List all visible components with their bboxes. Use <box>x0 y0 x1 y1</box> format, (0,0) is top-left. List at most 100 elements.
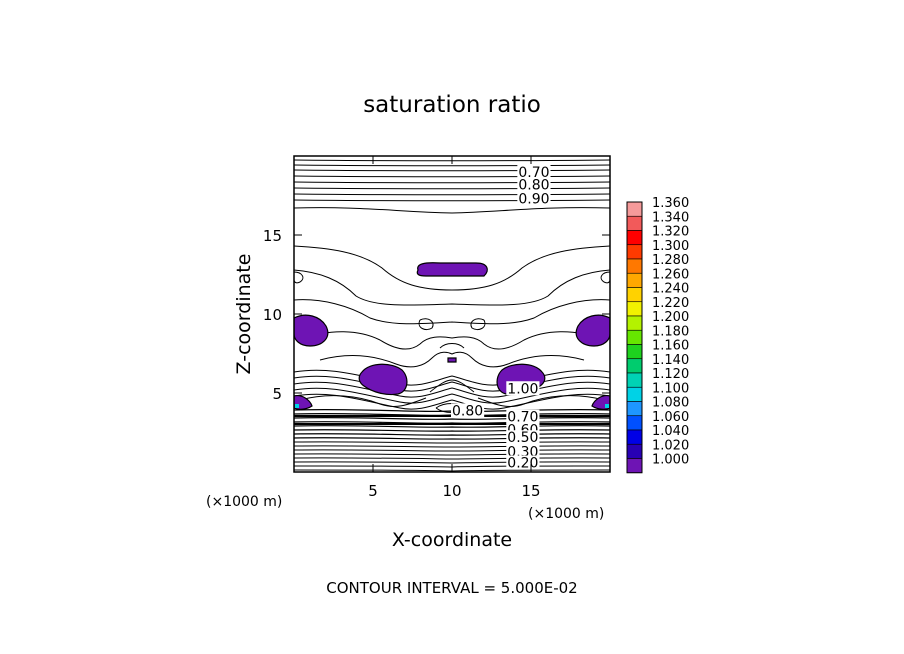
contour-label-bg <box>517 191 551 206</box>
contour-line <box>477 395 605 407</box>
colorbar: 1.3601.3401.3201.3001.2801.2601.2401.220… <box>626 196 689 474</box>
contour-label-bg <box>506 430 540 445</box>
colorbar-frame <box>626 201 643 474</box>
colorbar-swatch <box>626 301 643 317</box>
colorbar-swatch <box>626 358 643 374</box>
contour-line <box>418 318 434 331</box>
colorbar-label: 1.000 <box>652 453 689 468</box>
contour-lines <box>294 159 610 472</box>
contour-line <box>294 433 610 436</box>
contour-line <box>294 164 610 167</box>
filled-region <box>294 314 329 347</box>
contour-line <box>294 393 610 410</box>
y-tick-label: 15 <box>263 227 282 245</box>
colorbar-swatch <box>626 415 643 431</box>
chart-title: saturation ratio <box>363 92 541 118</box>
colorbar-label: 1.280 <box>652 253 689 268</box>
colorbar-label: 1.240 <box>652 282 689 297</box>
y-tick-label: 5 <box>272 385 282 403</box>
contour-label-bg <box>506 444 540 459</box>
filled-region <box>575 314 610 347</box>
colorbar-label: 1.160 <box>652 339 689 354</box>
colorbar-label: 1.180 <box>652 324 689 339</box>
colorbar-label: 1.100 <box>652 381 689 396</box>
contour-line <box>294 369 610 386</box>
contour-line <box>294 416 610 420</box>
y-axis-ticks: 5 10 15 <box>263 227 610 403</box>
colorbar-label: 1.020 <box>652 438 689 453</box>
colorbar-label: 1.140 <box>652 353 689 368</box>
contour-label-bg <box>517 177 551 192</box>
contour-line <box>294 269 610 306</box>
colorbar-label: 1.360 <box>652 196 689 211</box>
contour-label-bg <box>506 381 540 396</box>
colorbar-swatch <box>626 429 643 445</box>
colorbar-swatch <box>626 315 643 331</box>
contour-label: 0.20 <box>507 456 538 472</box>
x-tick-label: 5 <box>368 482 378 500</box>
y-axis-label: Z-coordinate <box>233 254 255 375</box>
contour-label: 0.90 <box>518 192 549 208</box>
contour-label-bg <box>506 409 540 424</box>
contour-label: 0.80 <box>452 403 483 419</box>
contour-line <box>294 187 610 190</box>
contour-line <box>429 379 475 393</box>
contour-line <box>294 381 610 398</box>
contour-line <box>299 395 427 407</box>
filled-region <box>358 363 408 396</box>
x-axis-unit-left: (×1000 m) <box>206 494 282 510</box>
colorbar-label: 1.060 <box>652 410 689 425</box>
colorbar-label: 1.080 <box>652 396 689 411</box>
x-axis-ticks: 5 10 15 <box>368 156 541 500</box>
contour-label: 0.50 <box>507 430 538 446</box>
contour-label: 0.70 <box>507 410 538 426</box>
contour-interval-footer: CONTOUR INTERVAL = 5.000E-02 <box>326 579 577 597</box>
x-axis-label: X-coordinate <box>392 529 512 551</box>
contour-line <box>294 207 610 214</box>
contour-line <box>294 445 610 448</box>
colorbar-swatch <box>626 272 643 288</box>
colorbar-label: 1.120 <box>652 367 689 382</box>
colorbar-swatch <box>626 258 643 274</box>
contour-label: 1.00 <box>507 381 538 397</box>
contour-line <box>319 351 585 368</box>
colorbar-swatch <box>626 401 643 417</box>
contour-line <box>294 429 610 432</box>
colorbar-swatch <box>626 215 643 231</box>
contour-line <box>294 199 610 202</box>
contour-line <box>470 318 486 331</box>
contour-label-bg <box>517 164 551 179</box>
contour-line <box>294 181 610 184</box>
contour-line <box>294 193 610 196</box>
contour-labels: 0.700.800.901.000.800.700.600.500.300.20 <box>451 164 551 472</box>
contour-line <box>299 331 605 350</box>
x-tick-label: 15 <box>521 482 540 500</box>
contour-line <box>294 437 610 440</box>
contour-line <box>294 457 610 460</box>
colorbar-label: 1.040 <box>652 424 689 439</box>
colorbar-label: 1.340 <box>652 210 689 225</box>
contour-line <box>294 299 610 325</box>
contour-line <box>294 169 610 172</box>
filled-region-speck <box>295 404 299 408</box>
contour-line <box>439 343 465 349</box>
contour-line <box>294 245 610 291</box>
colorbar-swatch <box>626 372 643 388</box>
y-tick-label: 10 <box>263 306 282 324</box>
contour-line <box>294 159 610 162</box>
colorbar-label: 1.300 <box>652 239 689 254</box>
filled-region <box>447 357 457 363</box>
contour-line <box>294 453 610 456</box>
filled-region <box>416 262 488 277</box>
colorbar-swatch <box>626 201 643 217</box>
colorbar-swatch <box>626 458 643 474</box>
colorbar-swatch <box>626 244 643 260</box>
contour-line <box>294 425 610 428</box>
colorbar-label: 1.220 <box>652 296 689 311</box>
colorbar-swatch <box>626 344 643 360</box>
contour-line <box>294 441 610 444</box>
filled-region-speck <box>605 404 609 408</box>
contour-line <box>294 387 610 404</box>
colorbar-swatch <box>626 287 643 303</box>
contour-label: 0.70 <box>518 165 549 181</box>
